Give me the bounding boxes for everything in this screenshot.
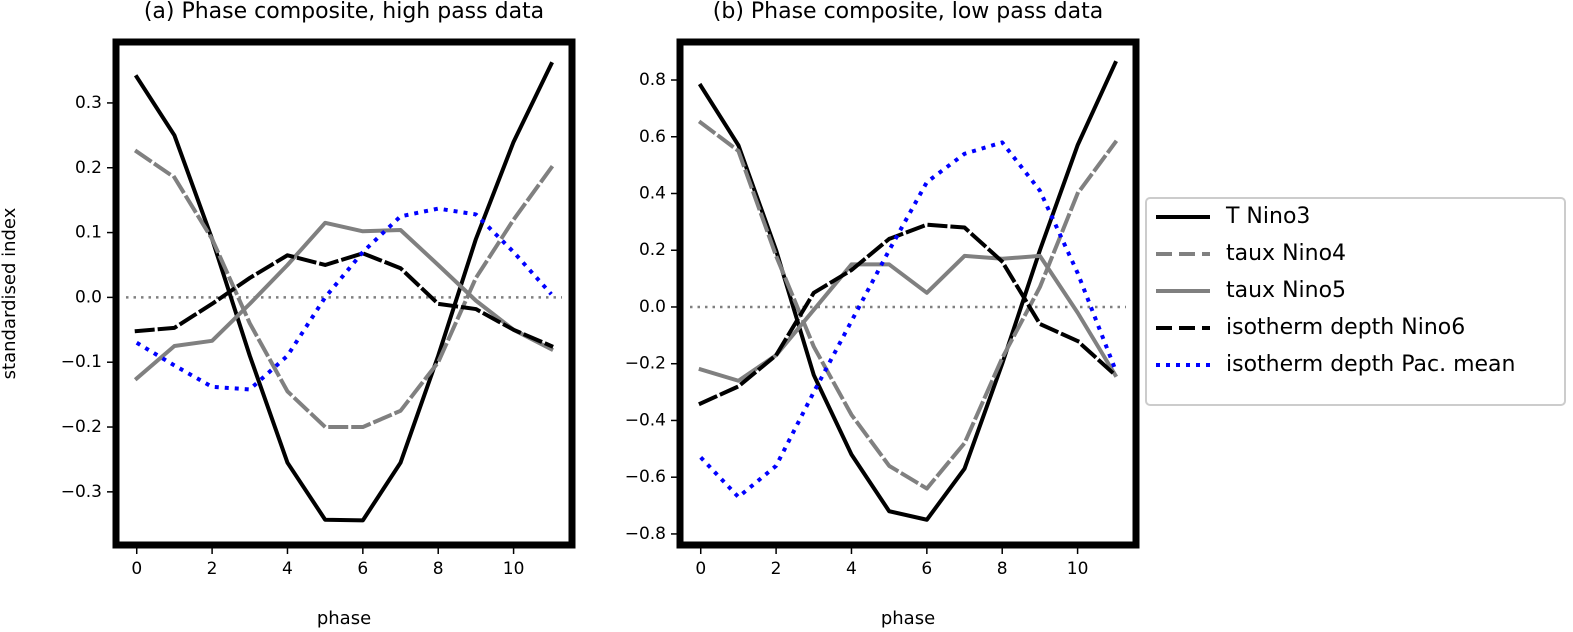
x-tick-label: 4 (846, 559, 857, 579)
y-tick-label: −0.4 (625, 410, 666, 430)
series-line (697, 60, 1118, 522)
legend-label: isotherm depth Nino6 (1226, 315, 1465, 340)
y-tick-label: −0.3 (61, 482, 102, 502)
x-tick-label: 0 (131, 559, 142, 579)
series-line (698, 222, 1119, 407)
y-tick-label: 0.0 (75, 287, 102, 307)
x-axis-label: phase (317, 608, 371, 629)
x-tick-label: 0 (695, 559, 706, 579)
y-tick-label: 0.0 (639, 297, 666, 317)
series-line (135, 206, 553, 392)
y-tick-label: 0.2 (639, 240, 666, 260)
chart-title: (a) Phase composite, high pass data (144, 0, 544, 24)
x-tick-label: 6 (357, 559, 368, 579)
y-tick-label: −0.1 (61, 352, 102, 372)
series-line (698, 253, 1119, 383)
legend-box (1145, 197, 1566, 406)
y-tick-label: 0.8 (639, 70, 666, 90)
y-tick-label: 0.2 (75, 158, 102, 178)
y-tick-label: −0.8 (625, 524, 666, 544)
legend-label: taux Nino5 (1226, 278, 1346, 303)
series-line (133, 61, 554, 523)
y-tick-label: −0.6 (625, 467, 666, 487)
x-tick-label: 2 (771, 559, 782, 579)
x-axis-label: phase (881, 608, 935, 629)
y-tick-label: 0.4 (639, 183, 666, 203)
series-line (697, 119, 1119, 491)
y-tick-label: 0.3 (75, 93, 102, 113)
x-tick-label: 8 (997, 559, 1008, 579)
x-tick-label: 10 (1067, 559, 1089, 579)
axes-frame (676, 38, 1140, 549)
series-line (699, 140, 1118, 500)
x-tick-label: 10 (503, 559, 525, 579)
y-tick-label: 0.6 (639, 127, 666, 147)
legend-label: isotherm depth Pac. mean (1226, 352, 1515, 377)
chart-title: (b) Phase composite, low pass data (713, 0, 1103, 24)
x-tick-label: 8 (433, 559, 444, 579)
y-tick-label: −0.2 (61, 417, 102, 437)
series-line (133, 220, 554, 382)
y-tick-label: 0.1 (75, 223, 102, 243)
legend-label: taux Nino4 (1226, 241, 1346, 266)
x-tick-label: 2 (207, 559, 218, 579)
series-line (134, 251, 554, 349)
y-tick-label: −0.2 (625, 354, 666, 374)
y-axis-label: standardised index (0, 207, 20, 379)
x-tick-label: 4 (282, 559, 293, 579)
x-tick-label: 6 (921, 559, 932, 579)
legend-label: T Nino3 (1225, 204, 1310, 229)
series-line (133, 148, 555, 430)
axes-frame (112, 38, 576, 549)
